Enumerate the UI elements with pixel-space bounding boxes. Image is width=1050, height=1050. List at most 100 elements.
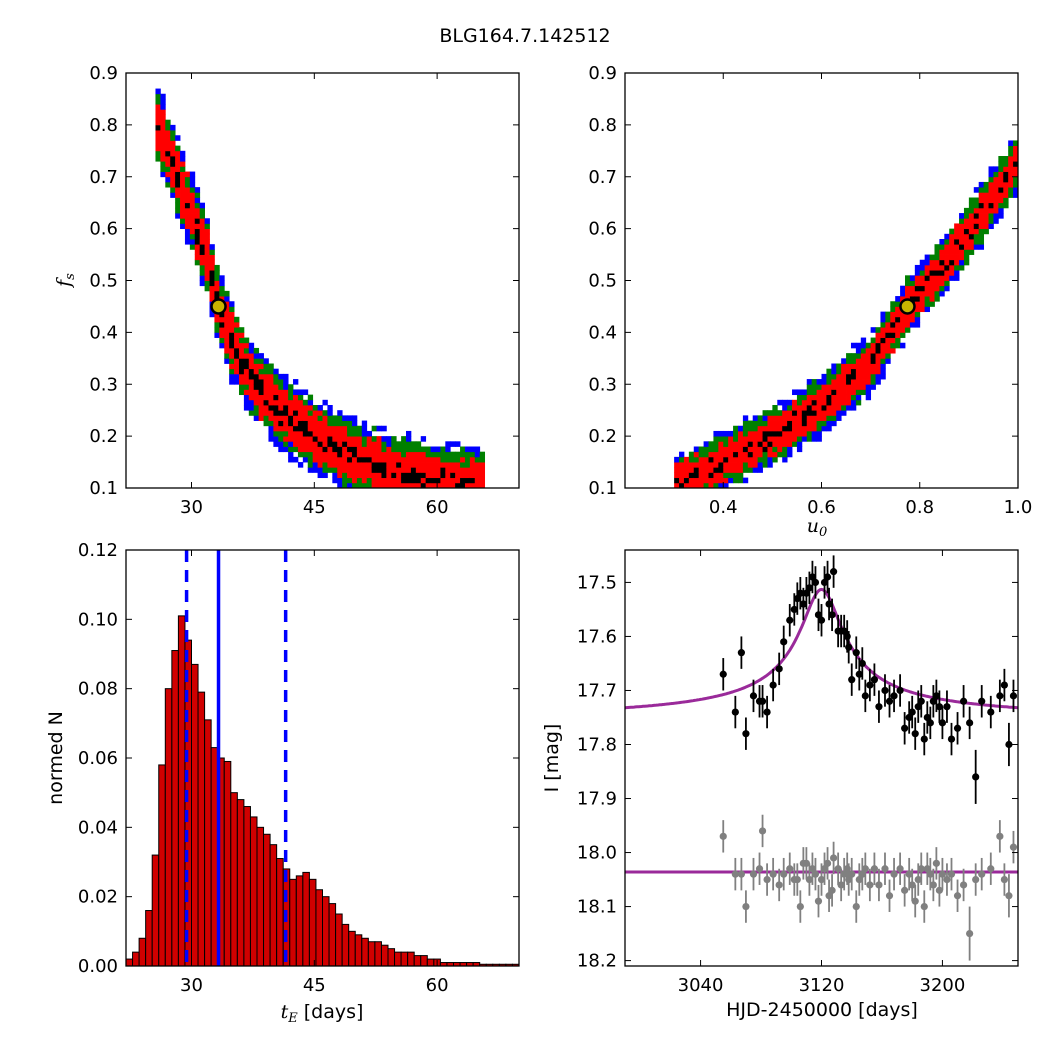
density-cell <box>821 373 827 380</box>
density-cell <box>396 477 402 484</box>
density-cell <box>806 399 813 406</box>
density-cell <box>283 436 289 442</box>
density-cell <box>875 327 881 333</box>
density-cell <box>875 342 881 349</box>
density-cell <box>184 233 191 240</box>
density-cell <box>293 446 299 453</box>
density-cell <box>238 332 245 338</box>
residual-point <box>996 832 1004 840</box>
density-cell <box>302 451 309 458</box>
density-cell <box>718 462 724 468</box>
data-point <box>825 600 833 608</box>
density-cell <box>723 441 729 447</box>
hist-bar <box>256 826 265 967</box>
density-cell <box>415 456 422 463</box>
density-cell <box>194 192 201 198</box>
residual-point <box>1009 843 1018 851</box>
residual-point <box>758 827 767 835</box>
density-cell <box>415 462 422 468</box>
density-cell <box>772 415 778 421</box>
data-point <box>786 616 794 624</box>
hist-bar <box>191 663 199 967</box>
density-cell <box>307 425 314 432</box>
density-cell <box>248 373 255 380</box>
residual-point <box>870 865 879 873</box>
density-cell <box>895 311 901 318</box>
density-cell <box>860 363 867 370</box>
density-cell <box>327 420 333 427</box>
density-cell <box>288 394 294 401</box>
density-cell <box>998 187 1004 193</box>
density-cell <box>900 316 906 323</box>
density-cell <box>302 446 309 453</box>
density-cell <box>968 207 975 214</box>
density-cell <box>688 456 695 463</box>
residual-point <box>978 870 986 878</box>
density-cell <box>792 405 798 411</box>
density-cell <box>688 451 695 458</box>
density-cell <box>855 384 862 390</box>
data-point <box>885 697 894 705</box>
density-cell <box>170 171 176 178</box>
density-cell <box>356 436 363 442</box>
density-cell <box>1013 192 1019 198</box>
hist-bar <box>177 615 186 967</box>
data-point <box>870 676 879 684</box>
x-tick-label: 0.8 <box>905 497 934 518</box>
y-axis-label-lc: I [mag] <box>541 724 563 793</box>
density-cell <box>796 446 803 453</box>
density-cell <box>278 441 284 447</box>
density-cell <box>386 467 392 473</box>
density-cell <box>683 456 690 463</box>
density-cell <box>288 399 294 406</box>
density-cell <box>885 311 891 318</box>
density-cell <box>445 482 451 489</box>
density-cell <box>968 213 975 219</box>
density-cell <box>204 275 210 281</box>
density-cell <box>302 410 309 416</box>
density-cell <box>327 436 333 442</box>
density-cell <box>199 239 205 245</box>
density-cell <box>361 477 368 484</box>
density-cell <box>194 213 201 219</box>
density-cell <box>944 275 950 281</box>
data-point <box>749 692 758 700</box>
density-cell <box>175 171 181 178</box>
density-cell <box>194 202 201 209</box>
density-cell <box>959 259 965 266</box>
density-cell <box>959 223 965 230</box>
density-cell <box>165 124 171 131</box>
density-cell <box>806 405 813 411</box>
y-axis-label-fs: fs <box>53 273 78 289</box>
density-cell <box>175 207 181 214</box>
density-cell <box>723 472 729 479</box>
density-cell <box>924 280 930 287</box>
density-cell <box>870 353 876 359</box>
hist-bar <box>322 896 330 967</box>
density-cell <box>234 353 240 359</box>
data-point <box>875 703 883 711</box>
density-cell <box>184 202 191 209</box>
density-cell <box>234 373 240 380</box>
density-cell <box>792 410 798 416</box>
density-cell <box>410 451 417 458</box>
density-cell <box>160 161 166 167</box>
density-cell <box>376 456 382 463</box>
density-cell <box>224 353 230 359</box>
density-cell <box>757 436 763 442</box>
density-cell <box>728 472 734 479</box>
density-cell <box>949 264 955 271</box>
density-cell <box>386 472 392 479</box>
density-cell <box>988 176 994 183</box>
density-cell <box>688 462 695 468</box>
density-cell <box>307 430 314 437</box>
density-cell <box>988 166 994 172</box>
density-cell <box>949 244 955 250</box>
density-cell <box>224 301 230 307</box>
density-cell <box>312 430 318 437</box>
density-cell <box>679 467 685 473</box>
density-cell <box>993 181 999 188</box>
density-cell <box>865 342 872 349</box>
density-cell <box>757 451 763 458</box>
density-cell <box>1003 197 1009 204</box>
